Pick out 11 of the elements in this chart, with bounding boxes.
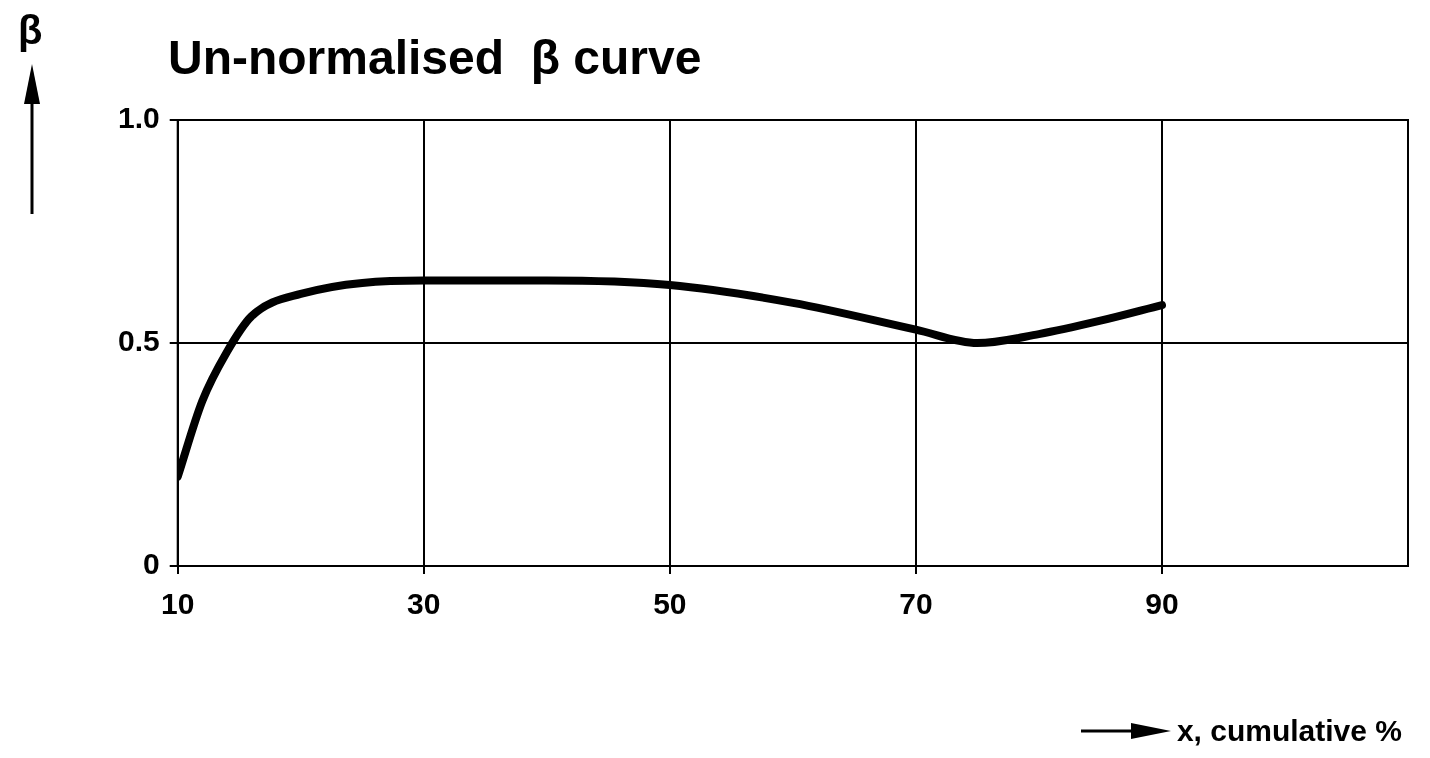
y-axis-title: β: [18, 8, 43, 53]
y-tick-label: 0.5: [117, 324, 160, 358]
x-axis-title: x, cumulative %: [1176, 714, 1402, 748]
chart-title: Un-normalised β curve: [168, 30, 702, 85]
x-tick-label: 10: [161, 587, 195, 621]
x-tick-label: 70: [899, 587, 933, 621]
x-tick-label: 50: [653, 587, 687, 621]
x-tick-label: 90: [1145, 587, 1179, 621]
y-tick-label: 0: [143, 547, 160, 581]
y-tick-label: 1.0: [117, 101, 160, 135]
x-tick-label: 30: [407, 587, 441, 621]
